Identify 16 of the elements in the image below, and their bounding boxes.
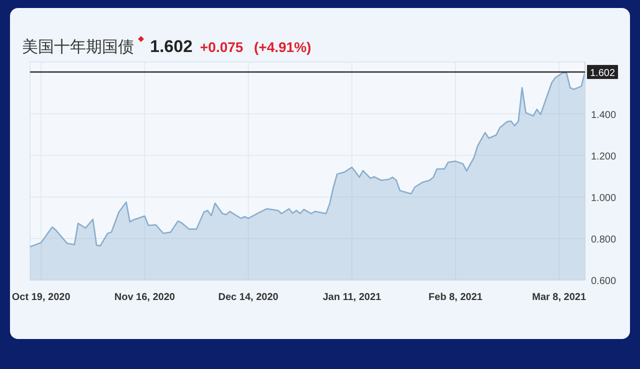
- y-tick-label: 1.400: [591, 110, 616, 121]
- chart-title: 美国十年期国债: [22, 38, 134, 56]
- ref-line-label: 1.602: [590, 68, 616, 79]
- y-tick-label: 0.600: [591, 276, 616, 287]
- text: +0.075: [200, 39, 244, 55]
- x-tick-label: Oct 19, 2020: [12, 292, 71, 303]
- x-tick-label: Feb 8, 2021: [428, 292, 483, 303]
- text: (+4.91%): [254, 39, 312, 55]
- y-tick-label: 1.200: [591, 151, 616, 162]
- x-tick-label: Dec 14, 2020: [218, 292, 279, 303]
- text: 1.602: [150, 37, 193, 56]
- x-tick-label: Mar 8, 2021: [532, 292, 586, 303]
- y-tick-label: 1.000: [591, 192, 616, 204]
- y-tick-label: 0.800: [591, 234, 616, 246]
- x-tick-label: Jan 11, 2021: [322, 292, 382, 303]
- x-tick-label: Nov 16, 2020: [114, 292, 176, 303]
